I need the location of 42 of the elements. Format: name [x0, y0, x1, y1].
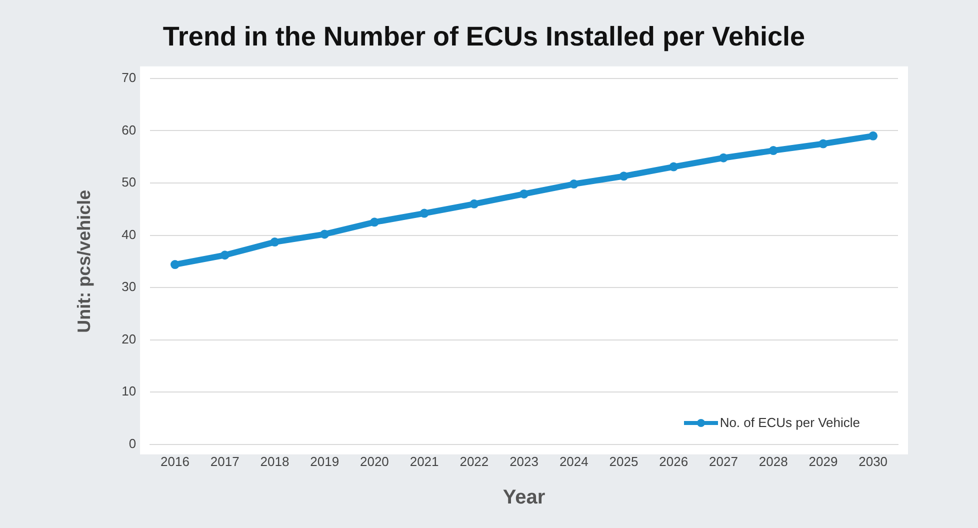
point	[270, 238, 280, 247]
x-tick-label: 2028	[758, 454, 788, 469]
point	[470, 199, 479, 208]
x-axis-title: Year	[502, 486, 546, 509]
point	[320, 230, 330, 239]
y-axis-title: Unit: pcs/vehicle	[74, 190, 94, 333]
x-tick-label: 2025	[609, 454, 638, 469]
x-tick-label: 2018	[260, 454, 290, 469]
point	[868, 131, 878, 140]
legend-label: No. of ECUs per Vehicle	[720, 415, 860, 430]
y-tick-label: 10	[122, 384, 136, 399]
point	[818, 139, 828, 148]
point	[520, 189, 529, 198]
point	[170, 260, 180, 270]
x-tick-label: 2024	[559, 454, 588, 469]
point	[718, 153, 728, 162]
y-tick-label: 50	[122, 174, 136, 190]
x-tick-label: 2029	[808, 454, 838, 469]
point	[669, 162, 678, 172]
y-tick-label: 40	[122, 226, 136, 242]
point	[569, 180, 578, 189]
x-tick-label: 2026	[659, 454, 688, 469]
y-tick-label: 0	[128, 436, 136, 451]
x-tick-label: 2021	[410, 454, 439, 469]
point	[619, 172, 628, 181]
x-tick-label: 2030	[858, 454, 888, 469]
x-tick-label: 2016	[160, 454, 190, 469]
y-tick-label: 30	[122, 279, 136, 294]
point	[768, 146, 778, 156]
point	[420, 208, 429, 218]
x-tick-label: 2022	[460, 454, 489, 469]
x-tick-label: 2019	[310, 454, 340, 469]
y-tick-label: 60	[122, 122, 136, 138]
chart-title: Trend in the Number of ECUs Installed per Vehicle	[162, 22, 806, 52]
y-tick-label: 20	[122, 331, 136, 346]
x-tick-label: 2027	[709, 454, 738, 469]
x-tick-label: 2023	[510, 454, 538, 469]
point	[370, 218, 379, 227]
y-tick-label: 70	[122, 70, 136, 85]
x-tick-label: 2017	[210, 454, 240, 469]
x-tick-label: 2020	[360, 454, 389, 469]
point	[220, 250, 230, 260]
